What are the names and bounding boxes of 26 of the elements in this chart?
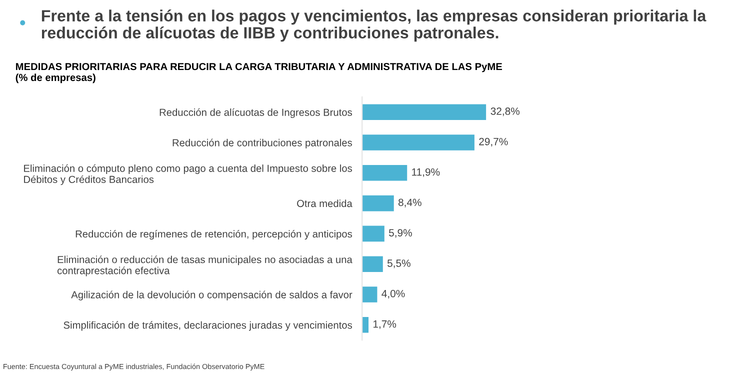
y-tick-label: Eliminación o reducción de tasas municipales no asociadas a una contraprestación efectiva [57, 256, 352, 276]
data-label: 1,7% [373, 320, 396, 329]
data-label: 29,7% [479, 138, 508, 147]
data-label: 8,4% [398, 198, 422, 208]
y-tick-label: Simplificación de trámites, declaraciones juradas y vencimientos [64, 321, 352, 331]
y-tick-label: Reducción de regímenes de retención, percepción y anticipos [76, 230, 352, 240]
data-label: 5,9% [388, 229, 412, 238]
data-label: 5,5% [387, 260, 410, 268]
y-tick-label: Reducción de alícuotas de Ingresos Brutos [160, 108, 352, 118]
data-label: 4,0% [382, 290, 405, 299]
text: MEDIDAS PRIORITARIAS PARA REDUCIR LA CARGA TRIBUTARIA Y ADMINISTRATIVA DE LAS PyME (% de empresas) [16, 62, 502, 84]
y-tick-label: Otra medida [297, 200, 352, 208]
data-label: 32,8% [490, 108, 520, 116]
bar [362, 134, 474, 150]
chart-title: Frente a la tensión en los pagos y vencimientos, las empresas consideran prioritaria la reducción de alícuotas de IIBB y contribuciones patronales. [42, 10, 706, 42]
bar [362, 104, 486, 120]
bar [362, 316, 369, 333]
bar [362, 256, 383, 272]
y-tick-label: Eliminación o cómputo pleno como pago a cuenta del Impuesto sobre los Débitos y Créditos Bancarios [24, 164, 352, 186]
bar [362, 226, 384, 242]
data-label: 11,9% [412, 168, 440, 177]
bar [362, 195, 394, 212]
y-tick-label: Agilización de la devolución o compensación de saldos a favor [71, 290, 352, 300]
bar [362, 164, 408, 181]
y-tick-label: Reducción de contribuciones patronales [172, 138, 352, 148]
bar [362, 286, 378, 302]
